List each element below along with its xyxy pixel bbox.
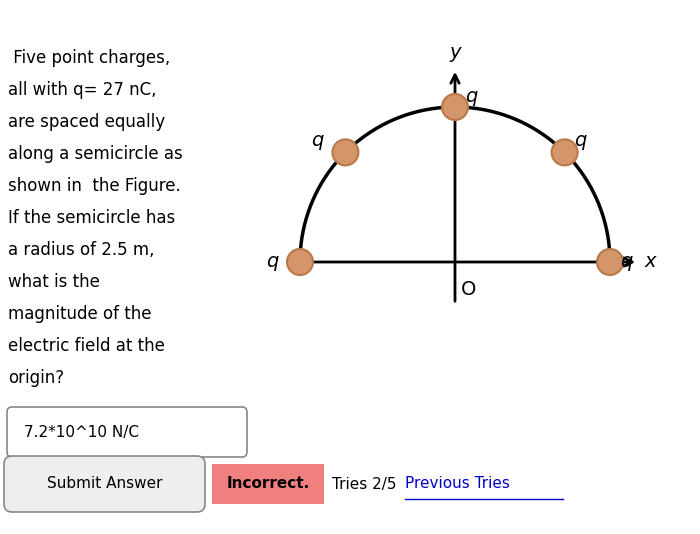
Text: magnitude of the: magnitude of the [8, 305, 151, 323]
Circle shape [332, 139, 358, 166]
Text: all with q= 27 nC,: all with q= 27 nC, [8, 81, 157, 99]
Text: Incorrect.: Incorrect. [226, 476, 309, 491]
Text: a radius of 2.5 m,: a radius of 2.5 m, [8, 241, 155, 259]
Text: q: q [620, 253, 632, 271]
Text: shown in  the Figure.: shown in the Figure. [8, 177, 181, 195]
Text: q: q [465, 88, 477, 106]
Text: Submit Answer: Submit Answer [47, 476, 162, 491]
Text: q: q [266, 253, 278, 271]
Text: q: q [575, 131, 587, 150]
Text: Previous Tries: Previous Tries [405, 476, 510, 491]
Circle shape [552, 139, 578, 166]
Text: 7.2*10^10 N/C: 7.2*10^10 N/C [24, 425, 139, 439]
FancyBboxPatch shape [212, 464, 324, 504]
Text: are spaced equally: are spaced equally [8, 113, 165, 131]
Circle shape [442, 94, 468, 120]
Text: O: O [461, 280, 477, 299]
Text: Five point charges,: Five point charges, [8, 49, 170, 67]
Text: q: q [312, 131, 323, 150]
Text: y: y [449, 43, 461, 62]
Text: along a semicircle as: along a semicircle as [8, 145, 183, 163]
Circle shape [287, 249, 313, 275]
Text: x: x [645, 253, 657, 271]
FancyBboxPatch shape [7, 407, 247, 457]
Text: Tries 2/5: Tries 2/5 [332, 476, 396, 491]
Text: what is the: what is the [8, 273, 100, 291]
Text: origin?: origin? [8, 369, 64, 387]
Text: If the semicircle has: If the semicircle has [8, 209, 175, 227]
Circle shape [597, 249, 623, 275]
FancyBboxPatch shape [4, 456, 205, 512]
Text: electric field at the: electric field at the [8, 337, 165, 355]
